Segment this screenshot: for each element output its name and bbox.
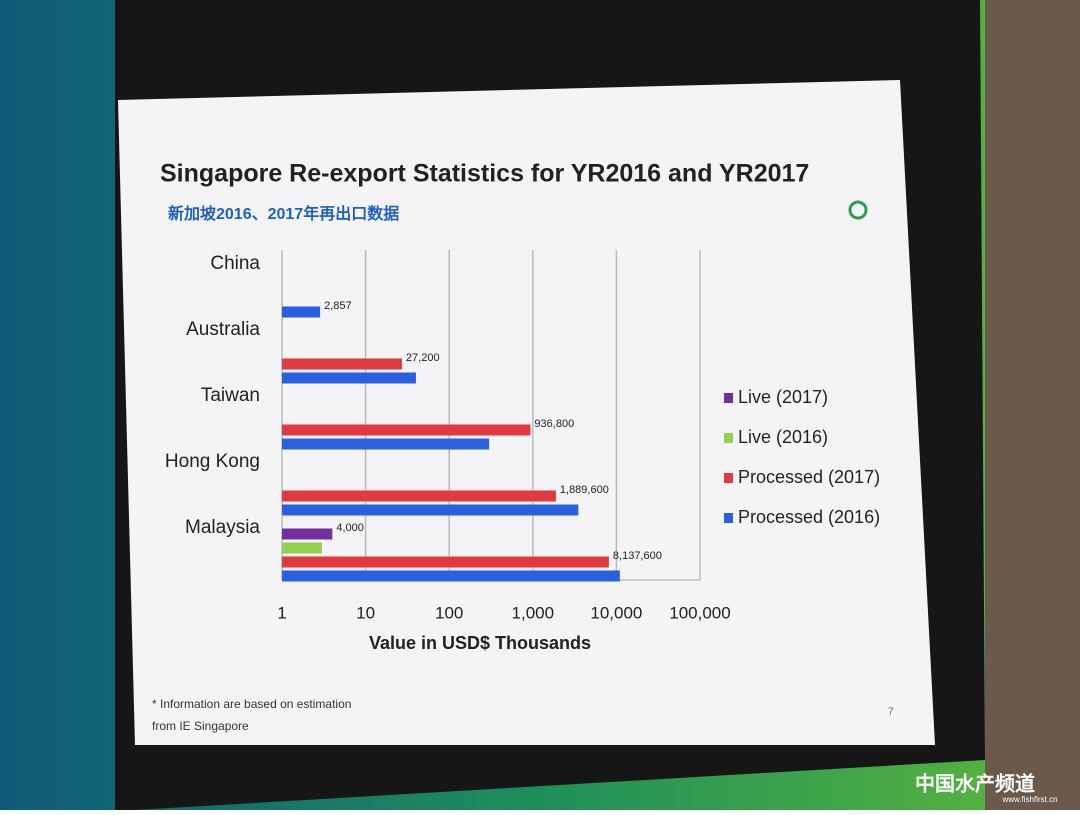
bar: [282, 556, 609, 568]
bar: [282, 504, 579, 516]
wall: [985, 0, 1080, 810]
x-tick-label: 100,000: [669, 603, 730, 622]
y-tick-label: Taiwan: [201, 385, 260, 406]
bar: [282, 528, 333, 540]
y-tick-label: Malaysia: [185, 517, 260, 538]
bar: [282, 570, 620, 582]
value-label: 4,000: [336, 522, 364, 534]
bar: [282, 358, 402, 370]
x-tick-label: 10,000: [590, 603, 642, 622]
legend-label: Live (2017): [738, 387, 828, 407]
bar: [282, 306, 321, 318]
legend-swatch: [724, 513, 733, 523]
bar: [282, 438, 490, 450]
legend-label: Live (2016): [738, 427, 828, 447]
x-tick-label: 1: [277, 603, 286, 622]
y-tick-label: Australia: [186, 319, 260, 340]
value-label: 8,137,600: [613, 550, 662, 562]
legend-label: Processed (2017): [738, 467, 880, 487]
y-tick-label: China: [210, 253, 260, 274]
chart-title: Singapore Re-export Statistics for YR201…: [160, 160, 809, 188]
y-tick-label: Hong Kong: [165, 451, 260, 472]
value-label: 2,857: [324, 300, 352, 312]
watermark: 中国水产频道: [915, 771, 1035, 795]
bar: [282, 490, 556, 502]
value-label: 1,889,600: [560, 484, 609, 496]
legend-label: Processed (2016): [738, 507, 880, 527]
watermark-url: www.fishfirst.cn: [1001, 795, 1057, 804]
x-tick-label: 10: [356, 603, 375, 622]
x-tick-label: 100: [435, 603, 463, 622]
chart-subtitle: 新加坡2016、2017年再出口数据: [168, 204, 399, 223]
legend-swatch: [724, 433, 733, 443]
bar: [282, 542, 322, 554]
value-label: 936,800: [534, 418, 574, 430]
bar: [282, 372, 416, 384]
legend-swatch: [724, 473, 733, 483]
x-axis-label: Value in USD$ Thousands: [369, 633, 591, 653]
footnote: * Information are based on estimation: [152, 697, 351, 711]
page-number: 7: [888, 707, 894, 718]
x-tick-label: 1,000: [512, 603, 555, 622]
logo: [848, 200, 868, 220]
legend-swatch: [724, 393, 733, 403]
bar: [282, 424, 531, 436]
value-label: 27,200: [406, 352, 440, 364]
footnote: from IE Singapore: [152, 719, 249, 733]
